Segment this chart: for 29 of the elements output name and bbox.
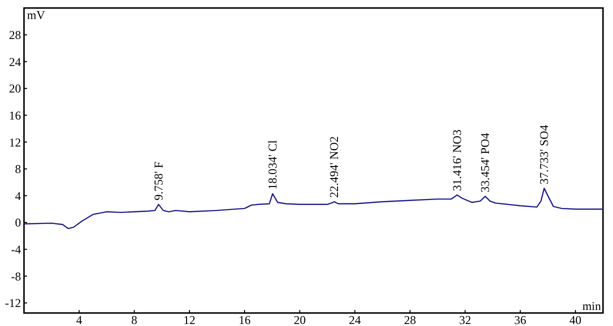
- annotation: 31.416' NO3: [450, 130, 464, 192]
- x-tick-label: 24: [348, 313, 361, 326]
- x-tick-label: 8: [131, 313, 138, 326]
- y-tick-label: -4: [11, 242, 21, 257]
- y-tick-label: -8: [11, 269, 21, 284]
- x-tick-label: 28: [404, 313, 416, 326]
- y-tick-label: -12: [5, 296, 21, 310]
- x-tick-label: 4: [76, 313, 82, 326]
- y-axis-title: mV: [27, 8, 46, 22]
- x-tick-label: 16: [238, 313, 251, 326]
- y-tick-label: 12: [9, 135, 21, 150]
- y-tick-label: 20: [9, 82, 21, 96]
- y-tick-label: 28: [9, 28, 21, 42]
- annotation: 9.758' F: [152, 161, 166, 200]
- y-tick-label: 0: [15, 216, 21, 230]
- x-tick-label: 40: [569, 313, 582, 326]
- annotation: 18.034' Cl: [266, 140, 280, 190]
- x-tick-label: 32: [459, 313, 472, 326]
- y-tick-label: 8: [15, 162, 21, 176]
- y-tick-label: 4: [15, 188, 21, 203]
- x-axis-title: min: [582, 299, 601, 313]
- annotation: 37.733' SO4: [537, 124, 552, 184]
- annotation: 33.454' PO4: [478, 132, 492, 192]
- annotation: 22.494' NO2: [327, 136, 342, 198]
- y-tick-label: 16: [9, 108, 21, 122]
- x-tick-label: 12: [183, 313, 196, 326]
- x-tick-label: 20: [294, 313, 306, 326]
- y-tick-label: 24: [9, 54, 21, 69]
- x-tick-label: 36: [514, 313, 526, 326]
